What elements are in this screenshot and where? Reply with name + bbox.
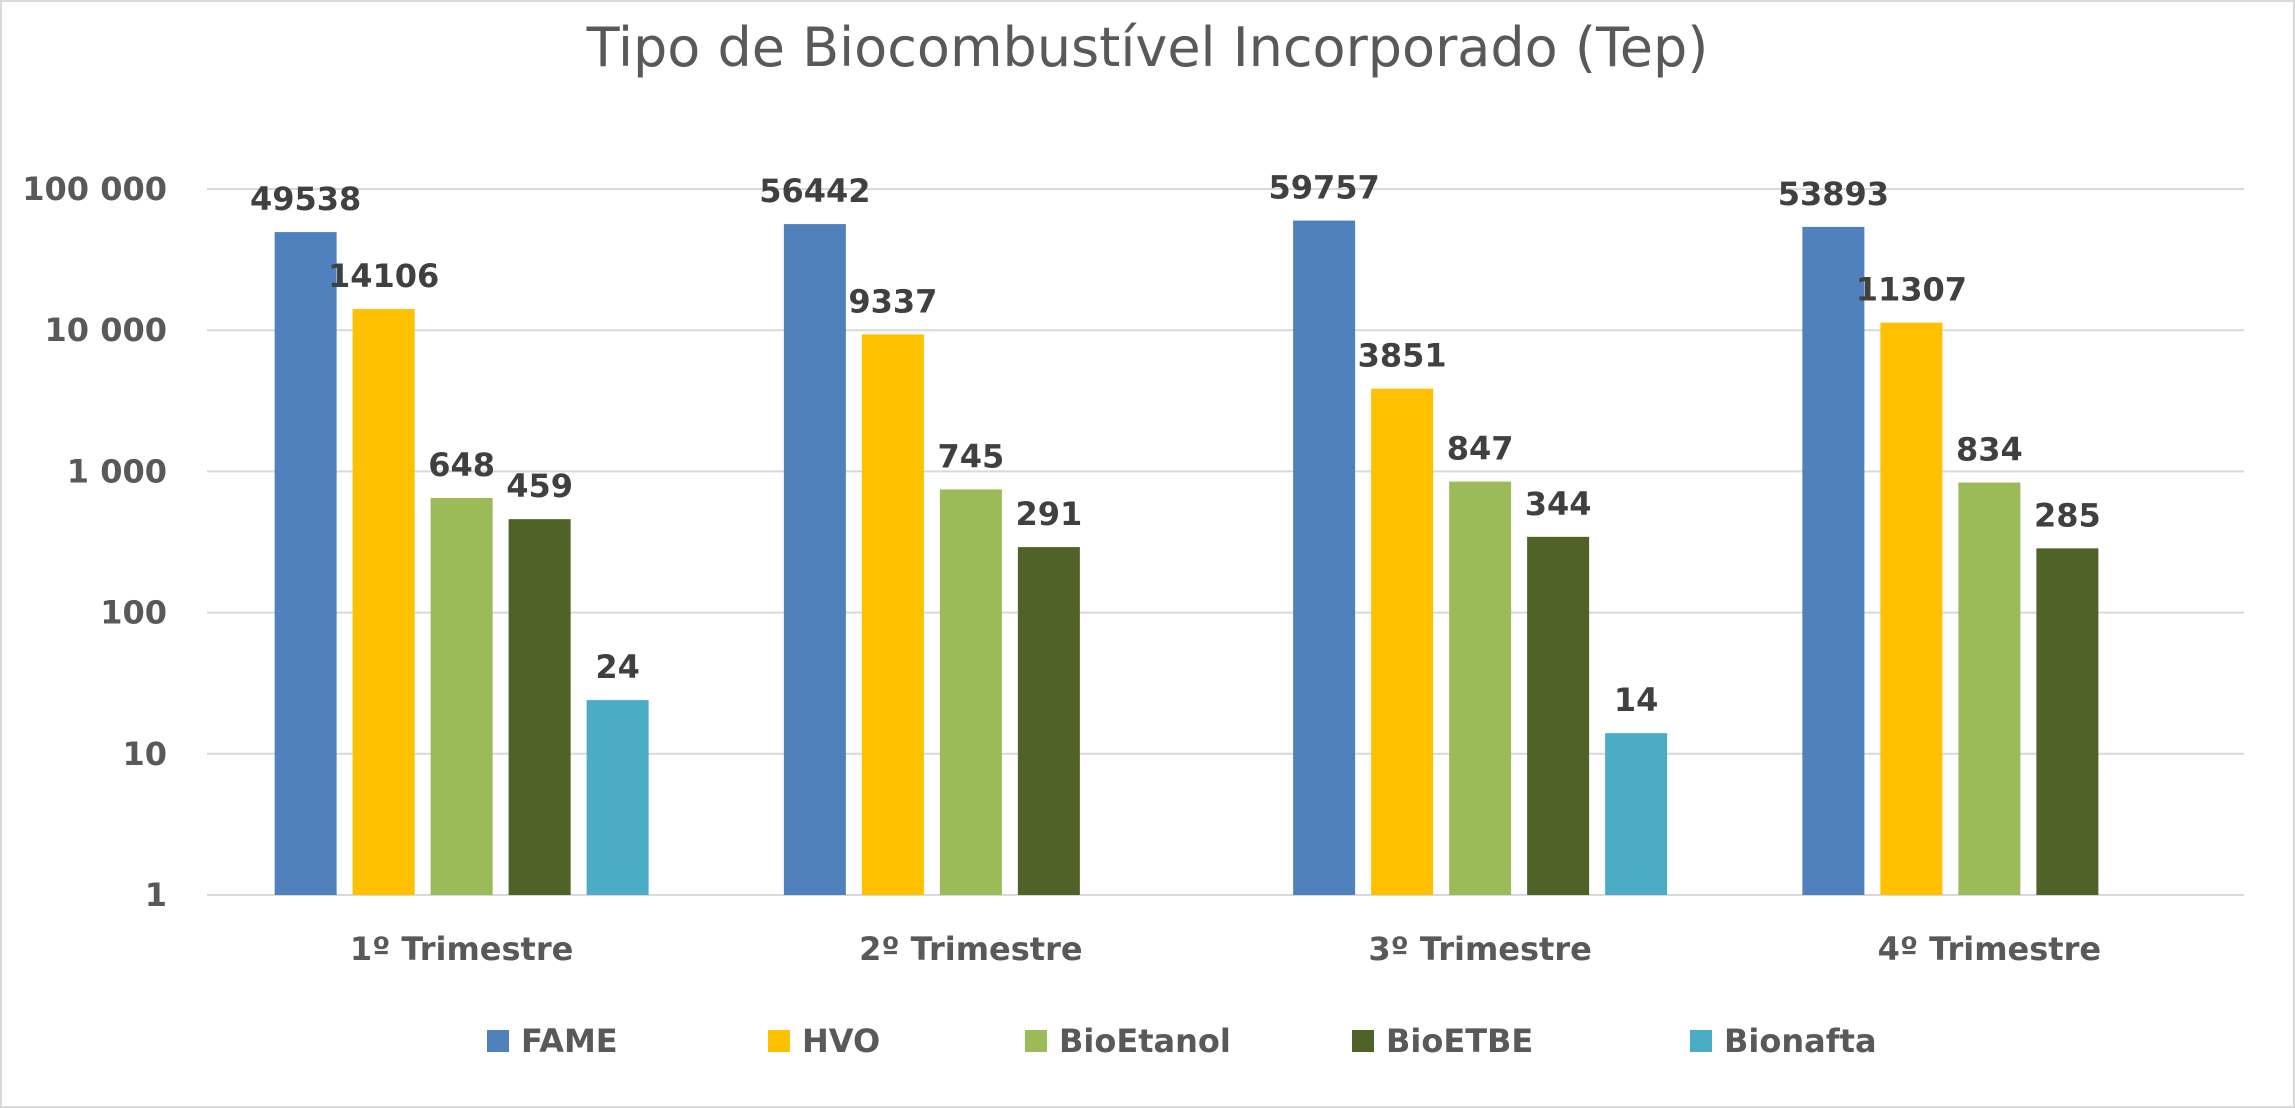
data-label: 285 — [2034, 496, 2101, 534]
bar-fame-4 — [1802, 226, 1865, 896]
data-label: 459 — [506, 467, 573, 505]
x-tick-label: 4º Trimestre — [1878, 930, 2101, 968]
chart-title: Tipo de Biocombustível Incorporado (Tep) — [586, 16, 1709, 79]
bar-fame-3 — [1293, 220, 1356, 895]
data-label: 344 — [1525, 485, 1592, 523]
bar-bioetanol-1 — [430, 498, 493, 895]
bar-hvo-1 — [352, 309, 415, 895]
bar-bioetanol-2 — [939, 489, 1002, 895]
data-label: 14106 — [328, 257, 439, 295]
data-label: 9337 — [848, 282, 937, 320]
x-tick-label: 1º Trimestre — [350, 930, 573, 968]
bar-bionafta-3 — [1605, 733, 1668, 895]
legend-swatch — [768, 1030, 790, 1052]
y-tick-label: 100 000 — [22, 170, 167, 208]
legend-label: BioEtanol — [1059, 1022, 1231, 1060]
y-tick-label: 100 — [100, 594, 167, 632]
legend-swatch — [1352, 1030, 1374, 1052]
data-label: 3851 — [1358, 337, 1447, 375]
x-tick-label: 3º Trimestre — [1368, 930, 1591, 968]
data-label: 56442 — [759, 172, 870, 210]
legend-label: Bionafta — [1724, 1022, 1877, 1060]
data-label: 53893 — [1778, 175, 1889, 213]
legend-swatch — [1690, 1030, 1712, 1052]
bar-fame-1 — [274, 232, 337, 895]
bar-bioetbe-4 — [2036, 548, 2099, 895]
bar-fame-2 — [783, 224, 846, 896]
y-tick-label: 1 000 — [67, 452, 167, 490]
legend-label: HVO — [802, 1022, 880, 1060]
bar-bionafta-1 — [586, 700, 649, 895]
legend-swatch — [1025, 1030, 1047, 1052]
x-tick-label: 2º Trimestre — [859, 930, 1082, 968]
bar-bioetbe-2 — [1017, 547, 1080, 895]
bar-hvo-3 — [1371, 388, 1434, 895]
data-label: 648 — [428, 446, 495, 484]
bar-bioetbe-1 — [508, 519, 571, 895]
legend-label: FAME — [521, 1022, 618, 1060]
legend-swatch — [487, 1030, 509, 1052]
data-label: 11307 — [1856, 271, 1967, 309]
bar-layer — [274, 220, 2099, 896]
bar-bioetanol-4 — [1958, 482, 2021, 895]
data-label: 834 — [1956, 431, 2023, 469]
data-label: 14 — [1614, 681, 1659, 719]
data-label: 24 — [595, 648, 640, 686]
label-layer: 1 10 100 1 000 10 000 100 000 49538 14106 648 459… — [22, 169, 2101, 968]
bar-hvo-4 — [1880, 322, 1943, 895]
y-tick-label: 10 — [122, 735, 167, 773]
bar-bioetbe-3 — [1527, 536, 1590, 895]
bar-bioetanol-3 — [1449, 481, 1512, 895]
data-label: 745 — [937, 437, 1004, 475]
legend-label: BioETBE — [1386, 1022, 1533, 1060]
y-tick-label: 1 — [145, 876, 167, 914]
legend-layer: FAME HVO BioEtanol BioETBE Bionafta — [487, 1022, 1877, 1060]
bar-hvo-2 — [861, 334, 924, 895]
data-label: 847 — [1447, 430, 1514, 468]
data-label: 291 — [1015, 495, 1082, 533]
data-label: 59757 — [1268, 169, 1379, 207]
data-label: 49538 — [250, 180, 361, 218]
y-tick-label: 10 000 — [45, 311, 167, 349]
